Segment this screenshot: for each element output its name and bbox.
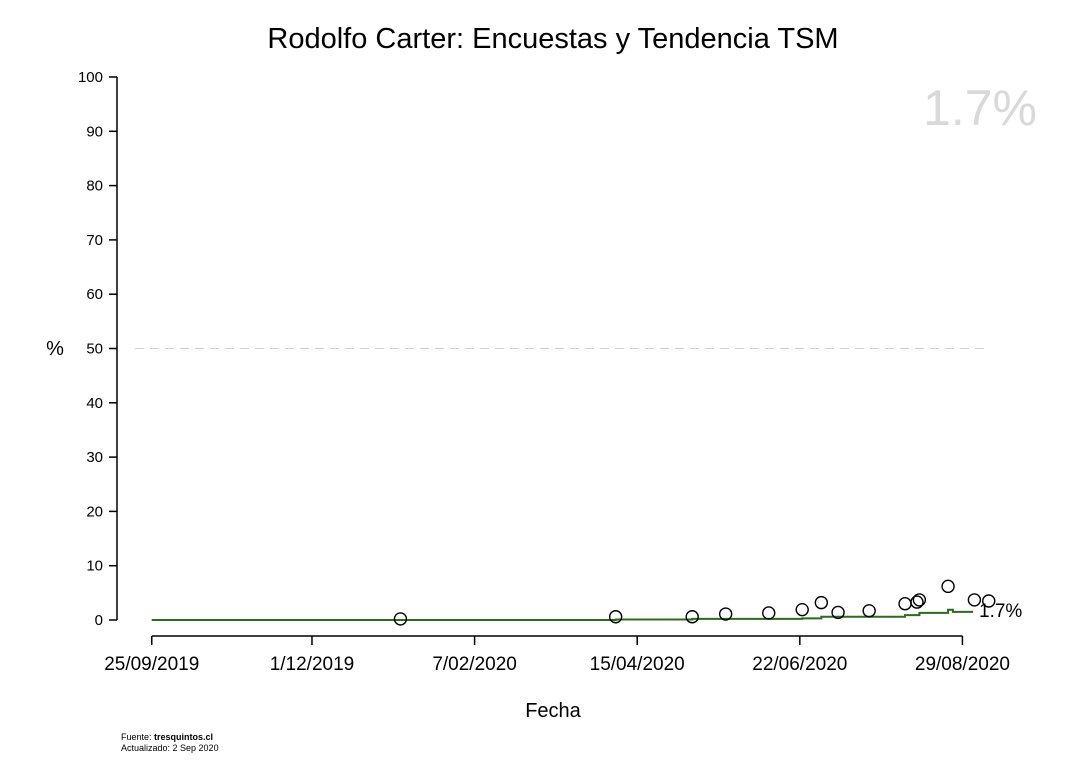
poll-point: [982, 594, 996, 608]
trend-end-label: 1.7%: [979, 601, 1022, 622]
poll-point: [862, 604, 876, 618]
y-tick-label: 40: [86, 395, 103, 412]
source-note: Fuente: tresquintos.cl Actualizado: 2 Se…: [121, 732, 219, 754]
poll-point: [795, 602, 809, 617]
x-tick-label: 22/06/2020: [752, 654, 847, 675]
y-tick-label: 90: [86, 123, 103, 140]
trend-line: [151, 608, 973, 621]
updated-line: Actualizado: 2 Sep 2020: [121, 743, 219, 753]
y-tick-label: 50: [86, 341, 103, 358]
x-tick-label: 25/09/2019: [104, 654, 199, 675]
y-tick-label: 20: [86, 503, 103, 520]
poll-point: [912, 593, 927, 607]
y-tick-label: 100: [78, 69, 103, 86]
x-tick-label: 15/04/2020: [590, 654, 685, 675]
poll-point: [718, 607, 733, 621]
poll-point: [685, 610, 699, 624]
y-axis: 0 10 20 30 40 50 60 70 80 90 100: [78, 69, 118, 629]
chart-title: Rodolfo Carter: Encuestas y Tendencia TS…: [267, 23, 838, 55]
poll-point: [910, 595, 924, 609]
y-tick-label: 10: [86, 558, 103, 575]
y-tick-label: 0: [95, 612, 103, 629]
source-link[interactable]: tresquintos.cl: [154, 732, 214, 742]
poll-points: [393, 579, 996, 626]
y-tick-label: 30: [86, 449, 103, 466]
y-axis-label: %: [46, 338, 64, 360]
poll-point: [831, 605, 845, 620]
y-tick-label: 60: [86, 286, 103, 303]
source-line: Fuente: tresquintos.cl: [121, 732, 219, 743]
x-axis: 25/09/2019 1/12/2019 7/02/2020 15/04/2020 22…: [104, 635, 1010, 675]
poll-point: [393, 612, 408, 626]
y-tick-label: 70: [86, 232, 103, 249]
x-tick-label: 1/12/2019: [270, 654, 355, 675]
big-current-value: 1.7%: [923, 80, 1037, 136]
poll-point: [814, 595, 829, 610]
y-tick-label: 80: [86, 178, 103, 195]
poll-point: [967, 593, 982, 607]
poll-point: [608, 610, 623, 624]
x-axis-label: Fecha: [525, 700, 581, 722]
x-tick-label: 29/08/2020: [915, 654, 1010, 675]
poll-point: [898, 597, 912, 611]
source-prefix: Fuente:: [121, 732, 155, 742]
poll-point: [941, 579, 955, 594]
poll-point: [762, 606, 776, 620]
x-tick-label: 7/02/2020: [432, 654, 517, 675]
